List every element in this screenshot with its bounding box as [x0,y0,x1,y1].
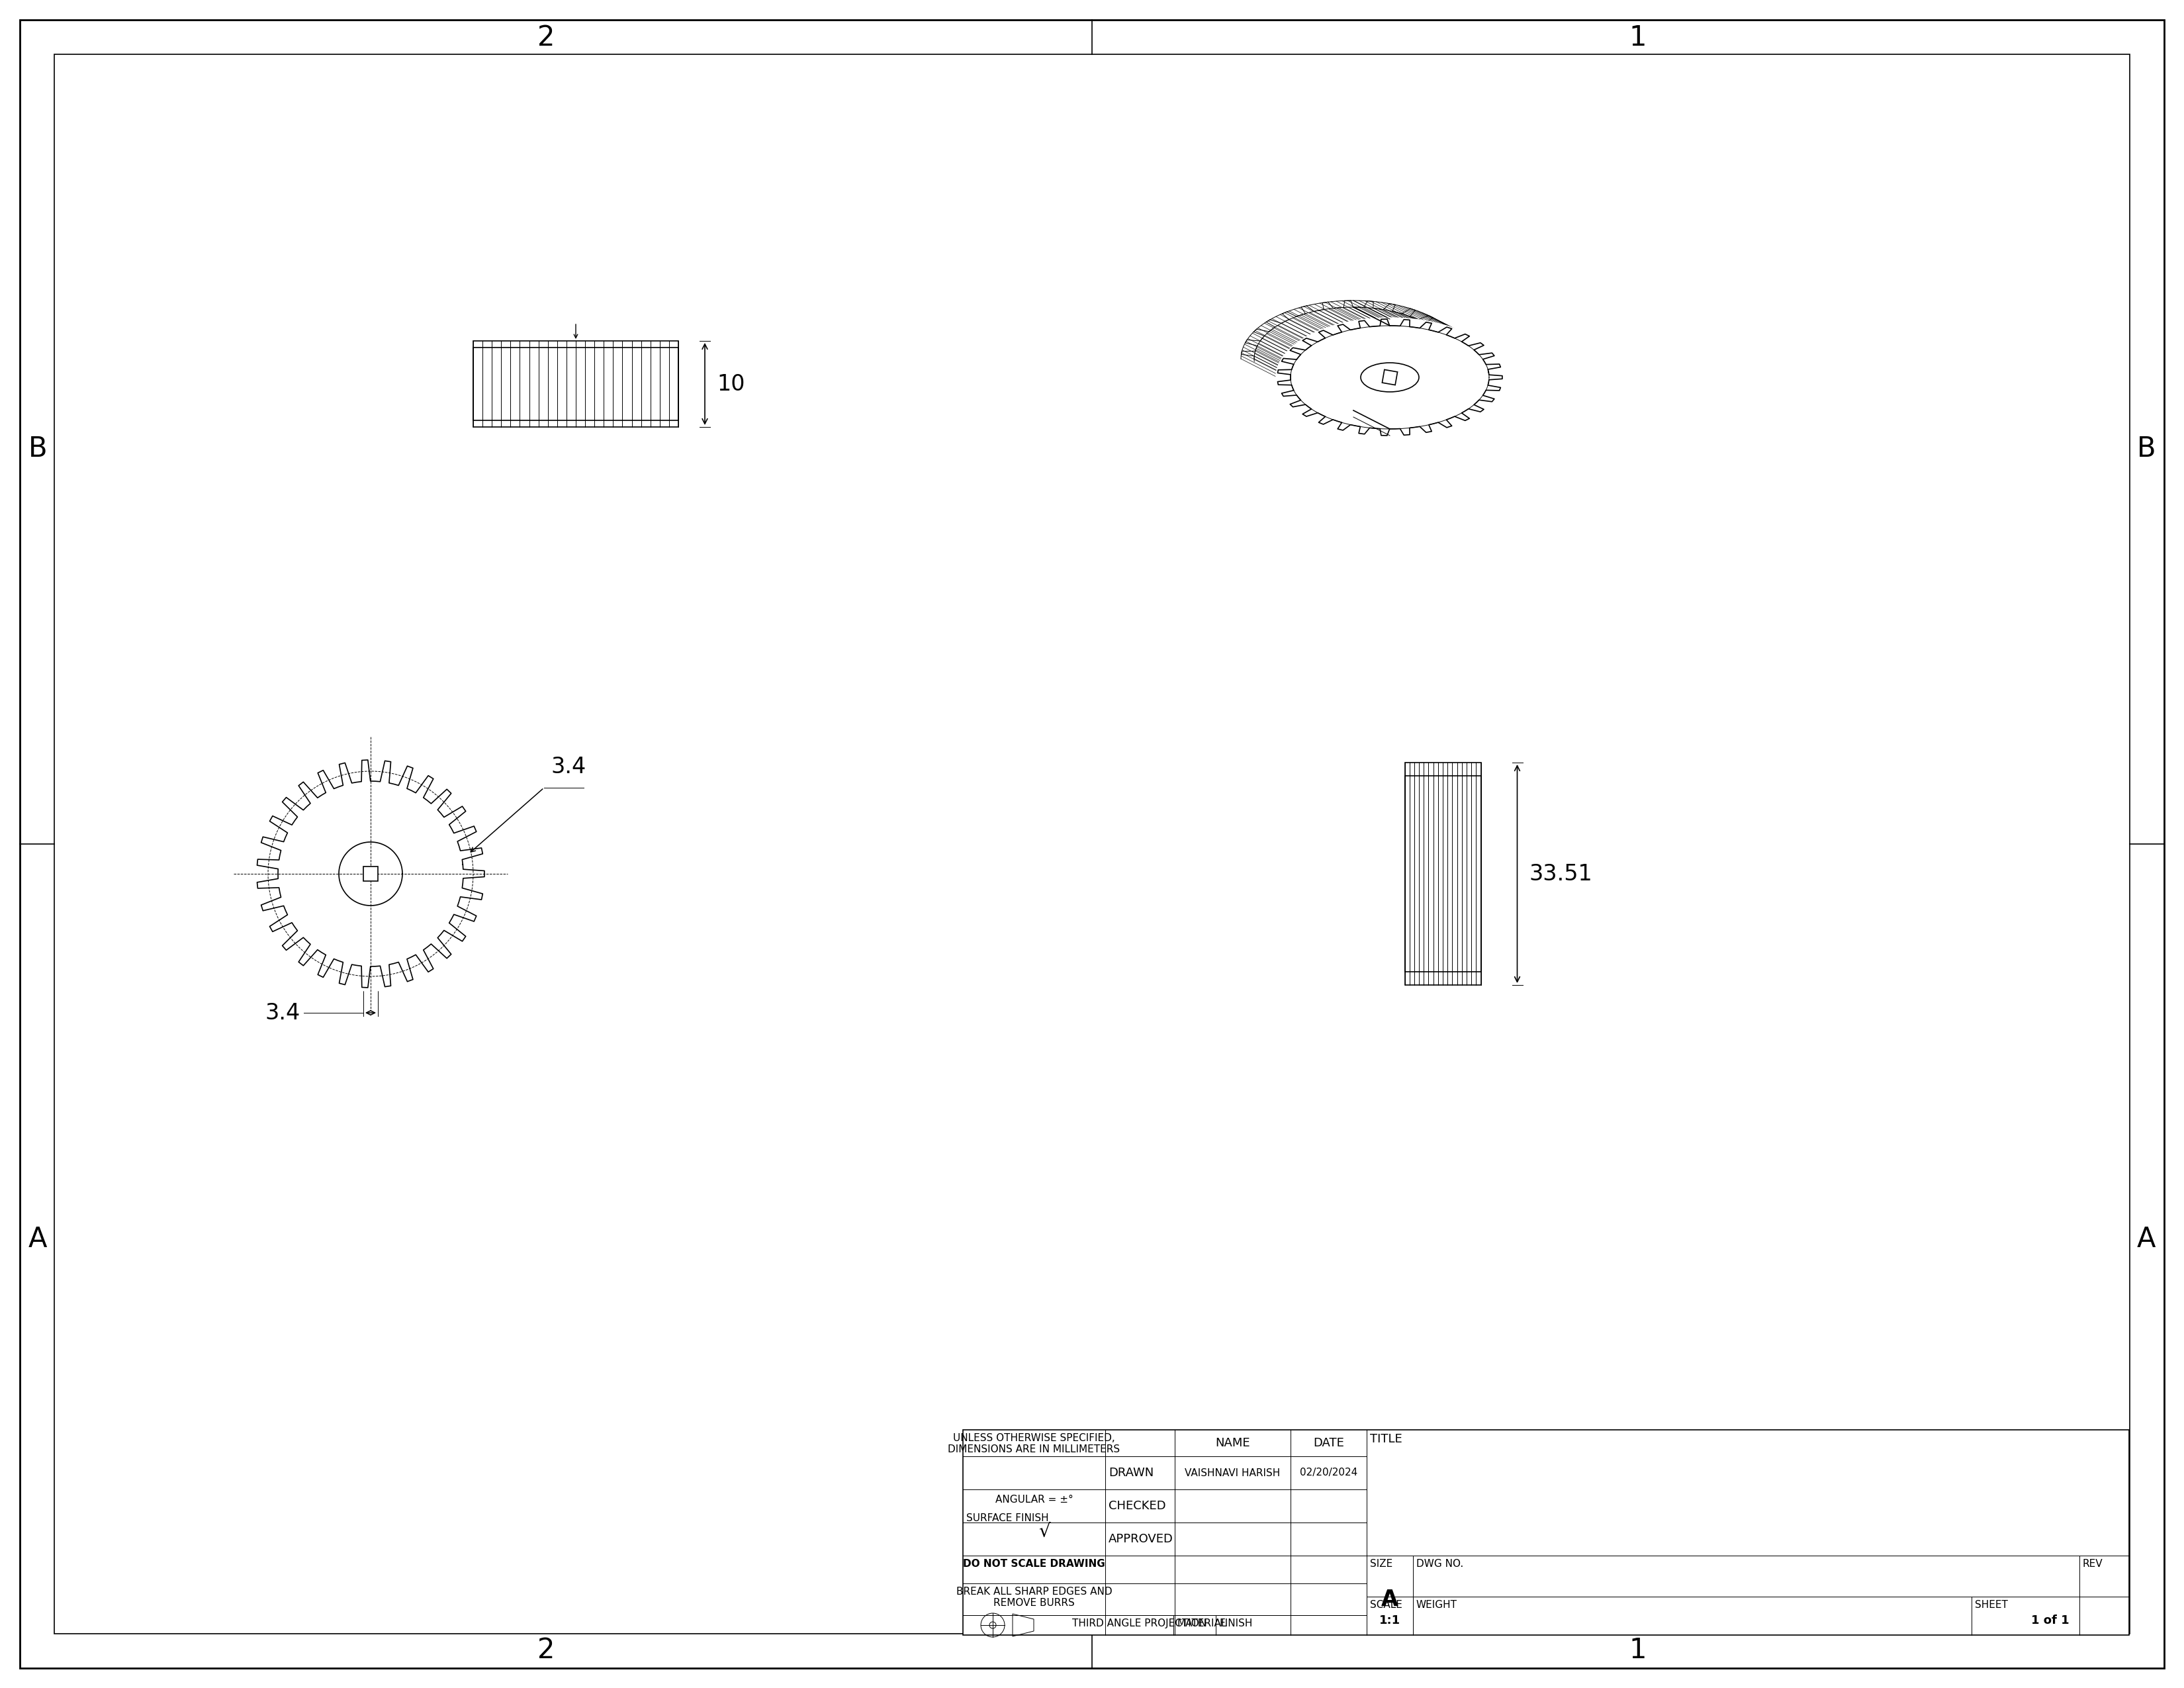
Text: REV: REV [2084,1560,2103,1568]
Bar [474,341,679,427]
Text: 1: 1 [1629,1636,1647,1664]
Bar [1404,776,1481,972]
Text: BREAK ALL SHARP EDGES AND
REMOVE BURRS: BREAK ALL SHARP EDGES AND REMOVE BURRS [957,1587,1112,1609]
Text: B: B [28,436,48,463]
Ellipse shape [1361,363,1420,392]
Text: 33.51: 33.51 [1529,863,1592,885]
Text: 2: 2 [537,24,555,52]
Polygon shape [1382,370,1398,385]
Text: A: A [2136,1225,2156,1252]
Text: A: A [28,1225,48,1252]
Text: DATE: DATE [1313,1436,1343,1448]
Text: MATERIAL: MATERIAL [1177,1619,1227,1629]
Bar [1404,763,1481,986]
Text: 1 of 1: 1 of 1 [2031,1614,2070,1627]
Bar [1404,763,1481,986]
Text: A: A [1380,1588,1398,1610]
Bar [363,866,378,881]
Circle shape [253,756,487,991]
Ellipse shape [1241,300,1465,417]
Text: WEIGHT: WEIGHT [1415,1600,1457,1610]
Text: SIZE: SIZE [1369,1560,1393,1568]
Text: 10: 10 [716,373,745,395]
Bar [963,1430,2129,1636]
Text: 1:1: 1:1 [1378,1614,1400,1627]
Text: THIRD ANGLE PROJECTION: THIRD ANGLE PROJECTION [1072,1619,1206,1629]
Text: SHEET: SHEET [1974,1600,2007,1610]
Text: DRAWN: DRAWN [1109,1467,1153,1479]
Text: NAME: NAME [1214,1436,1249,1448]
Text: APPROVED: APPROVED [1109,1533,1173,1545]
Text: √: √ [1037,1523,1051,1541]
Text: 3.4: 3.4 [264,1003,301,1023]
Text: SCALE: SCALE [1369,1600,1402,1610]
Text: TITLE: TITLE [1369,1433,1402,1445]
Text: DO NOT SCALE DRAWING: DO NOT SCALE DRAWING [963,1560,1105,1568]
Text: DWG NO.: DWG NO. [1415,1560,1463,1568]
Bar [474,348,679,420]
Text: B: B [2136,436,2156,463]
Text: 3.4: 3.4 [550,756,585,778]
Text: CHECKED: CHECKED [1109,1501,1166,1512]
Text: FINISH: FINISH [1219,1619,1251,1629]
Text: 2: 2 [537,1636,555,1664]
Text: VAISHNAVI HARISH: VAISHNAVI HARISH [1186,1469,1280,1477]
Text: 02/20/2024: 02/20/2024 [1299,1469,1358,1477]
Ellipse shape [1275,317,1503,437]
Text: SURFACE FINISH: SURFACE FINISH [965,1512,1048,1523]
Text: UNLESS OTHERWISE SPECIFIED,
DIMENSIONS ARE IN MILLIMETERS: UNLESS OTHERWISE SPECIFIED, DIMENSIONS A… [948,1433,1120,1455]
Text: ANGULAR = ±°: ANGULAR = ±° [996,1494,1072,1504]
Bar [474,341,679,427]
Text: 1: 1 [1629,24,1647,52]
